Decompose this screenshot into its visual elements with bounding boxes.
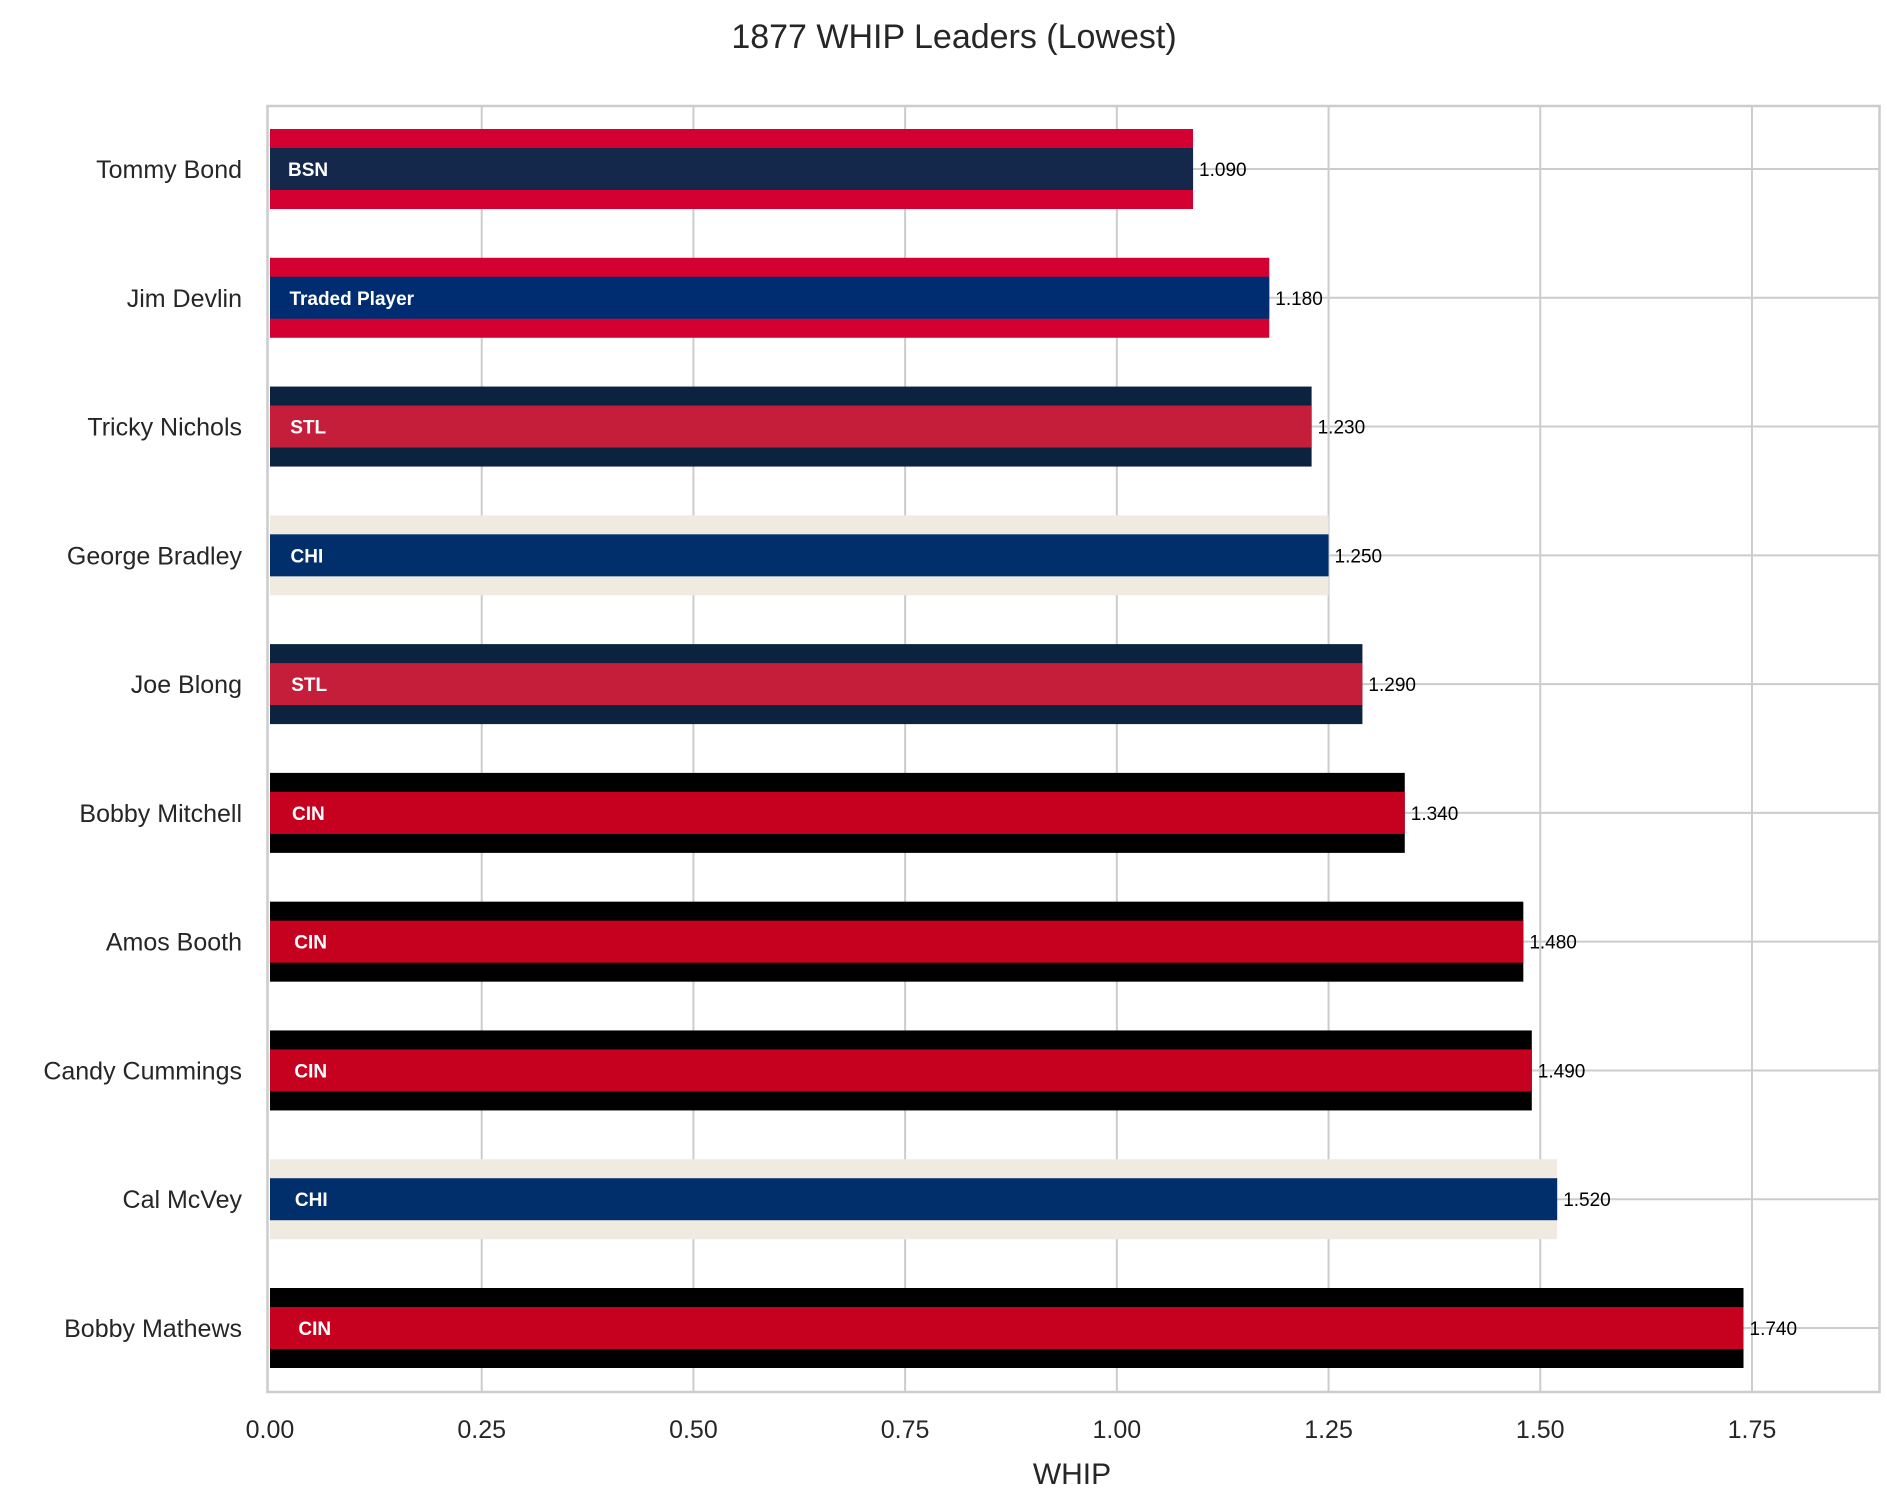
- team-label: CIN: [292, 804, 325, 825]
- y-tick-label: Candy Cummings: [43, 1057, 242, 1085]
- y-tick-label: Tricky Nichols: [87, 414, 242, 442]
- value-label: 1.480: [1529, 933, 1577, 954]
- y-tick-label: George Bradley: [67, 542, 243, 570]
- bar-inner: [270, 663, 1363, 706]
- team-label: CHI: [291, 546, 324, 567]
- bars: [270, 129, 1744, 1368]
- bar-inner: [270, 1049, 1532, 1092]
- value-label: 1.520: [1563, 1190, 1611, 1211]
- y-tick-label: Joe Blong: [131, 671, 242, 699]
- y-tick-label: Bobby Mitchell: [79, 800, 242, 828]
- bar-inner: [270, 920, 1524, 963]
- value-label: 1.340: [1411, 804, 1459, 825]
- bar-inner: [270, 534, 1329, 577]
- value-label: 1.180: [1275, 289, 1323, 310]
- bar-inner: [270, 1178, 1558, 1221]
- bar-inner: [270, 791, 1405, 834]
- chart-title: 1877 WHIP Leaders (Lowest): [731, 18, 1176, 56]
- x-tick-label: 0.50: [669, 1416, 718, 1444]
- team-label: Traded Player: [289, 289, 414, 310]
- value-label: 1.230: [1318, 418, 1366, 439]
- x-tick-labels: 0.00 0.25 0.50 0.75 1.00 1.25 1.50 1.75: [246, 1416, 1777, 1444]
- team-label: BSN: [288, 160, 328, 181]
- y-tick-label: Tommy Bond: [96, 156, 242, 184]
- y-tick-label: Cal McVey: [123, 1186, 243, 1214]
- team-label: STL: [290, 418, 326, 439]
- x-tick-label: 0.25: [457, 1416, 506, 1444]
- x-axis-label: WHIP: [1033, 1458, 1111, 1491]
- y-tick-labels: Tommy Bond Jim Devlin Tricky Nichols George…: [43, 156, 242, 1343]
- value-label: 1.490: [1538, 1061, 1586, 1082]
- x-tick-label: 1.50: [1516, 1416, 1565, 1444]
- x-tick-label: 1.25: [1304, 1416, 1353, 1444]
- bar-inner: [270, 148, 1194, 190]
- bar-inner: [270, 405, 1312, 448]
- team-label: CIN: [294, 933, 327, 954]
- y-tick-label: Jim Devlin: [127, 285, 242, 313]
- bar-labels: BSN 1.090 Traded Player 1.180 STL 1.230 CHI 1.2…: [288, 160, 1797, 1340]
- team-label: CHI: [295, 1190, 328, 1211]
- value-label: 1.090: [1199, 160, 1247, 181]
- bar-inner: [270, 276, 1270, 319]
- x-tick-label: 1.75: [1728, 1416, 1777, 1444]
- y-tick-label: Amos Booth: [106, 929, 242, 957]
- team-label: CIN: [294, 1061, 327, 1082]
- value-label: 1.250: [1335, 546, 1383, 567]
- x-tick-label: 1.00: [1093, 1416, 1142, 1444]
- x-tick-label: 0.00: [246, 1416, 295, 1444]
- value-label: 1.740: [1750, 1319, 1798, 1340]
- team-label: CIN: [298, 1319, 331, 1340]
- bar-inner: [270, 1307, 1744, 1349]
- team-label: STL: [291, 675, 327, 696]
- x-tick-label: 0.75: [881, 1416, 930, 1444]
- y-tick-label: Bobby Mathews: [64, 1315, 242, 1343]
- plot-frame: [266, 104, 1881, 1394]
- value-label: 1.290: [1368, 675, 1416, 696]
